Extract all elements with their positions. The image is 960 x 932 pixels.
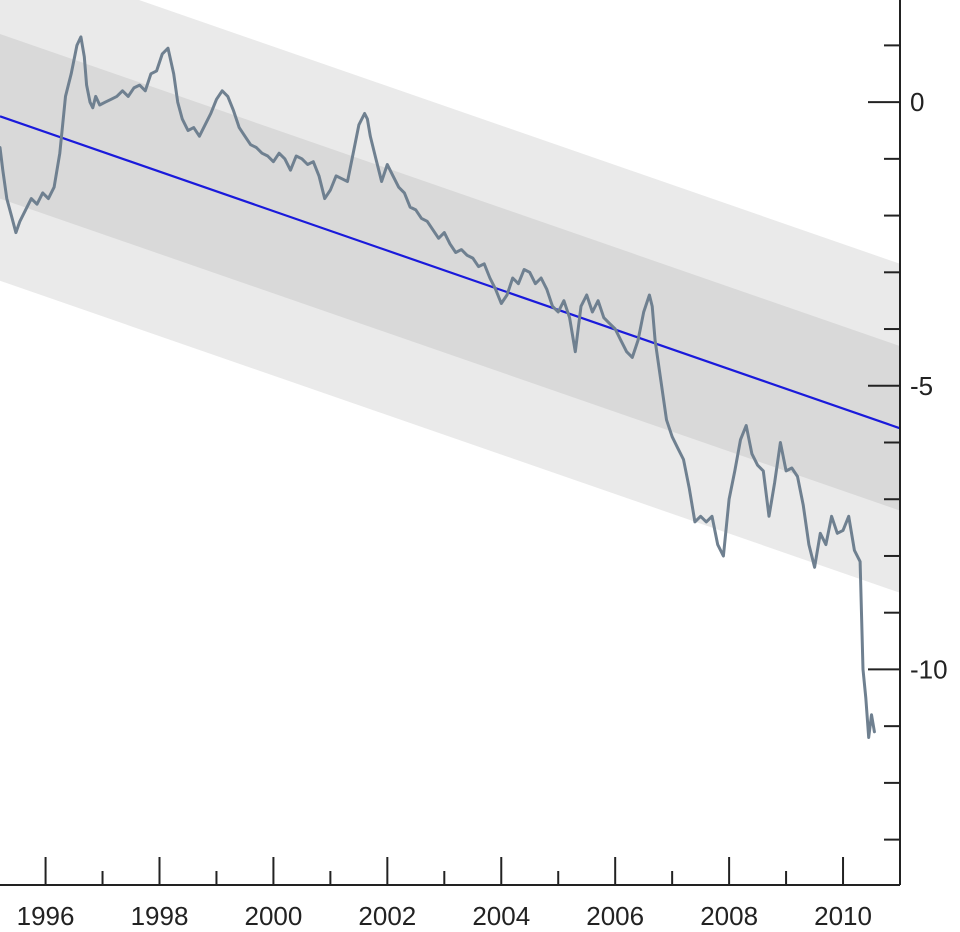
x-tick-label: 2008 — [700, 901, 758, 931]
x-tick-label: 2000 — [244, 901, 302, 931]
plot-area — [0, 0, 900, 739]
y-tick-label: -10 — [910, 654, 948, 684]
y-axis: 0 -5 -10 — [868, 44, 948, 841]
x-tick-label: 2010 — [814, 901, 872, 931]
x-tick-label: 1998 — [131, 901, 189, 931]
x-tick-label: 1996 — [17, 901, 75, 931]
series-line — [0, 35, 876, 739]
x-tick-label: 2006 — [586, 901, 644, 931]
y-tick-label: 0 — [910, 87, 924, 117]
x-tick-label: 2004 — [472, 901, 530, 931]
x-axis: 1996 1998 2000 2002 2004 2006 2008 2010 — [17, 857, 872, 931]
trend-line — [0, 115, 900, 430]
y-tick-label: -5 — [910, 371, 933, 401]
x-tick-label: 2002 — [358, 901, 416, 931]
